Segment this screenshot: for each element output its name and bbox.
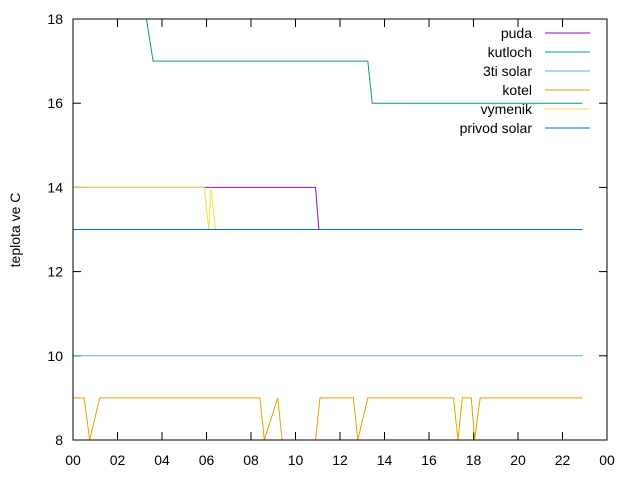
x-tick-label: 00 (65, 452, 81, 468)
legend-label: puda (501, 25, 532, 41)
legend-label: kutloch (488, 44, 532, 60)
y-tick-label: 10 (47, 348, 63, 364)
series-line (73, 397, 583, 440)
series-line (145, 19, 583, 104)
legend-label: privod solar (460, 120, 533, 136)
y-tick-label: 16 (47, 95, 63, 111)
legend-label: kotel (502, 82, 532, 98)
plot-area (73, 19, 583, 440)
x-tick-label: 12 (332, 452, 348, 468)
legend-label: 3ti solar (483, 63, 532, 79)
x-tick-label: 14 (377, 452, 393, 468)
series-line (73, 186, 583, 230)
x-tick-label: 10 (288, 452, 304, 468)
y-axis-label: teplota ve C (7, 193, 23, 268)
y-tick-label: 14 (47, 179, 63, 195)
x-tick-label: 18 (466, 452, 482, 468)
x-tick-label: 08 (243, 452, 259, 468)
x-tick-label: 02 (110, 452, 126, 468)
x-tick-label: 00 (599, 452, 615, 468)
x-tick-label: 04 (154, 452, 170, 468)
x-tick-label: 22 (555, 452, 571, 468)
plot-border (72, 18, 608, 441)
x-tick-label: 16 (421, 452, 437, 468)
y-tick-label: 8 (55, 432, 63, 448)
x-tick-label: 06 (199, 452, 215, 468)
y-tick-label: 12 (47, 264, 63, 280)
legend-label: vymenik (481, 101, 533, 117)
x-tick-label: 20 (510, 452, 526, 468)
y-tick-label: 18 (47, 11, 63, 27)
series-line (73, 186, 583, 230)
